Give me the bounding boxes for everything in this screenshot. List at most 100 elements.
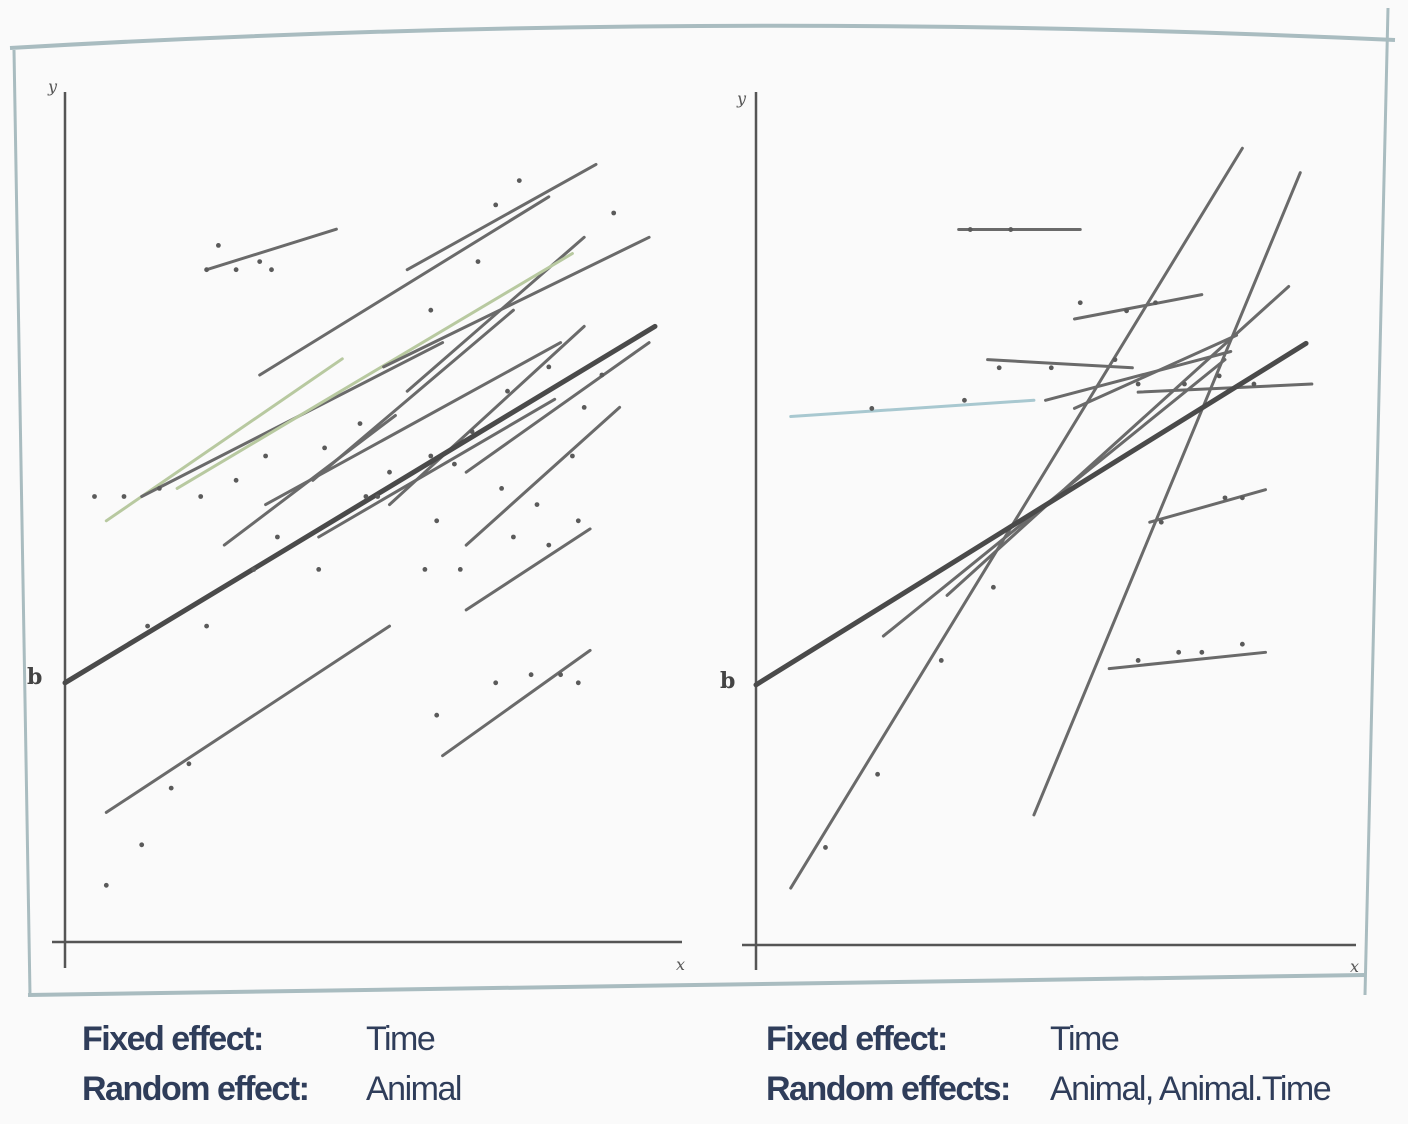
- left-data-point-9-1: [145, 623, 151, 629]
- left-data-point-6-6: [422, 567, 428, 572]
- right-data-point-8-2: [1124, 308, 1129, 314]
- left-animal-line-5: [205, 227, 338, 272]
- left-data-point-6-1: [251, 567, 257, 572]
- left-random-effect-label: Random effect:: [82, 1070, 310, 1108]
- left-animal-line-18: [441, 648, 592, 758]
- left-data-point-1-3: [157, 486, 162, 491]
- left-data-point-2-5: [269, 267, 274, 273]
- right-data-point-7-4: [990, 584, 996, 590]
- left-data-points: [92, 178, 617, 888]
- left-animal-line-13: [464, 405, 622, 547]
- right-animal-line-5: [1044, 350, 1233, 402]
- left-data-point-5-2: [428, 453, 434, 459]
- right-data-point-4-1: [1158, 519, 1164, 525]
- frame-right-edge: [1363, 7, 1390, 996]
- right-data-point-3-2: [1182, 381, 1187, 387]
- right-data-point-1-2: [1008, 227, 1014, 232]
- right-fixed-effect-label: Fixed effect:: [766, 1020, 948, 1058]
- left-fixed-effect-label: Fixed effect:: [82, 1020, 264, 1058]
- right-data-point-5-3: [1199, 649, 1205, 655]
- left-animal-line-9: [175, 252, 574, 490]
- left-data-point-7-2: [511, 534, 516, 540]
- left-data-point-1-5: [233, 477, 239, 483]
- left-data-point-5-7: [599, 372, 605, 378]
- left-data-point-2-1: [204, 267, 210, 273]
- right-data-points: [823, 227, 1257, 850]
- right-data-point-7-1: [823, 845, 828, 850]
- left-animal-line-17: [104, 624, 391, 814]
- left-data-point-7-4: [575, 518, 581, 524]
- right-chart-axes: y x b: [720, 89, 1359, 976]
- right-fixed-effect-value: Time: [1050, 1020, 1120, 1058]
- right-x-axis-label: x: [1350, 957, 1359, 976]
- right-data-point-4-2: [1222, 495, 1228, 501]
- frame-top-edge: [9, 23, 1396, 50]
- left-animal-line-12: [388, 324, 586, 507]
- right-data-point-7-3: [938, 658, 944, 663]
- left-animal-line-3: [405, 162, 598, 272]
- left-x-axis-label: x: [676, 955, 685, 974]
- left-data-point-6-2: [275, 534, 280, 540]
- left-data-point-3-6: [516, 178, 522, 184]
- left-intercept-label: b: [27, 664, 42, 690]
- frame-bottom-edge: [27, 973, 1366, 997]
- left-data-point-9-2: [204, 623, 210, 629]
- right-data-point-8-3: [1153, 300, 1158, 306]
- left-data-point-5-1: [375, 494, 381, 499]
- left-data-point-3-5: [493, 202, 499, 208]
- right-y-axis-label: y: [736, 89, 747, 108]
- right-animal-line-7: [1072, 333, 1239, 410]
- left-data-point-5-5: [546, 364, 552, 370]
- left-animal-line-16: [464, 527, 592, 612]
- left-data-point-3-4: [475, 259, 481, 264]
- right-animal-line-9: [986, 358, 1134, 370]
- left-data-point-2-3: [233, 267, 239, 273]
- right-data-point-5-2: [1176, 649, 1182, 655]
- left-data-point-11-5: [575, 680, 581, 686]
- right-data-point-3-1: [1135, 381, 1141, 387]
- right-data-point-8-1: [1077, 300, 1083, 306]
- right-intercept-label: b: [720, 668, 735, 694]
- left-data-point-5-3: [469, 429, 475, 435]
- left-chart-axes: y x b: [27, 77, 685, 974]
- left-data-point-5-6: [581, 405, 587, 410]
- left-data-point-8-3: [534, 502, 540, 507]
- right-animal-line-10: [789, 398, 1036, 419]
- left-data-point-11-3: [528, 672, 534, 678]
- left-data-point-6-7: [434, 518, 440, 524]
- right-animal-line-11: [1136, 382, 1314, 394]
- right-data-point-4-3: [1239, 495, 1245, 501]
- right-data-point-2-1: [996, 365, 1002, 371]
- right-data-point-3-4: [1251, 381, 1257, 387]
- left-data-point-1-1: [92, 494, 97, 499]
- right-data-point-5-1: [1135, 658, 1141, 663]
- left-data-point-1-6: [263, 453, 268, 459]
- left-series-lines: [62, 162, 658, 814]
- left-data-point-10-4: [186, 761, 192, 767]
- right-data-point-2-2: [1048, 365, 1054, 371]
- left-data-point-11-1: [434, 712, 440, 718]
- frame-left-edge: [12, 49, 32, 996]
- right-data-point-2-3: [1112, 357, 1118, 363]
- left-data-point-2-2: [216, 243, 221, 248]
- left-animal-line-11: [317, 397, 557, 539]
- left-data-point-11-2: [493, 680, 499, 686]
- left-fixed-effect-line: [62, 323, 658, 686]
- right-fixed-effect-line: [753, 340, 1309, 688]
- left-random-effect-value: Animal: [366, 1070, 462, 1108]
- left-data-point-2-4: [257, 259, 263, 264]
- left-animal-line-2: [258, 195, 551, 377]
- right-random-effect-label: Random effects:: [766, 1070, 1011, 1108]
- left-data-point-8-4: [570, 453, 575, 459]
- right-animal-line-12: [1148, 488, 1268, 524]
- left-data-point-10-1: [103, 882, 109, 888]
- left-data-point-7-1: [457, 567, 463, 572]
- left-animal-line-15: [382, 235, 651, 369]
- left-data-point-6-4: [363, 494, 369, 499]
- left-data-point-7-3: [546, 542, 552, 548]
- left-y-axis-label: y: [47, 77, 58, 96]
- left-data-point-3-2: [357, 421, 363, 426]
- right-animal-line-1: [789, 146, 1244, 890]
